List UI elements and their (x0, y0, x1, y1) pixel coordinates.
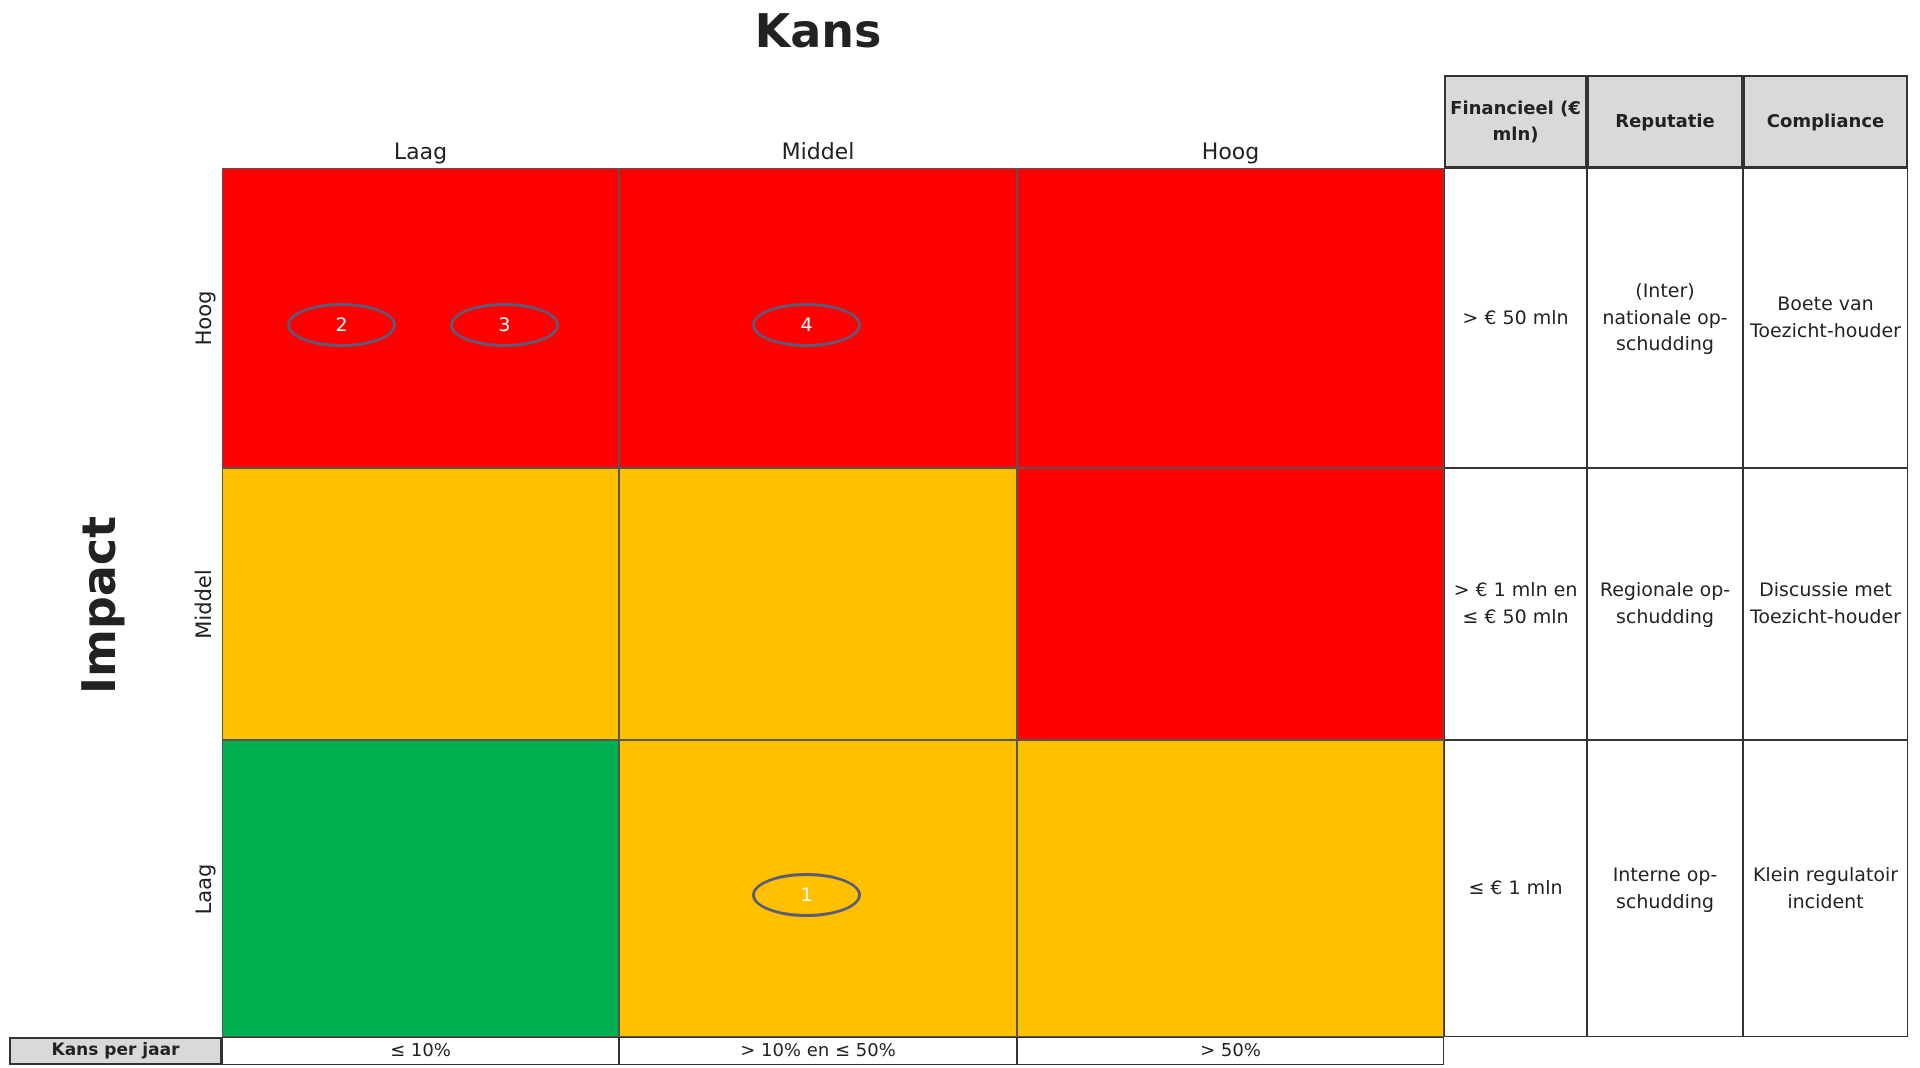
column-label: Middel (781, 140, 855, 165)
table-cell: (Inter) nationale op-schudding (1587, 168, 1743, 468)
table-cell: Interne op-schudding (1587, 740, 1743, 1037)
probability-value: ≤ 10% (222, 1037, 619, 1065)
matrix-cell (1017, 468, 1444, 740)
table-cell: > € 1 mln en ≤ € 50 mln (1444, 468, 1587, 740)
column-label: Hoog (1201, 140, 1260, 165)
table-header: Compliance (1743, 75, 1908, 168)
table-cell: > € 50 mln (1444, 168, 1587, 468)
risk-marker: 1 (752, 873, 862, 918)
matrix-cell (1017, 168, 1444, 468)
row-label: Hoog (192, 290, 216, 346)
y-title: Impact (72, 515, 126, 695)
matrix-cell (222, 468, 619, 740)
table-cell: Discussie met Toezicht-houder (1743, 468, 1908, 740)
row-label: Middel (192, 569, 216, 639)
matrix-cell (1017, 740, 1444, 1037)
table-header: Reputatie (1587, 75, 1743, 168)
row-label: Laag (192, 863, 216, 914)
probability-label: Kans per jaar (9, 1037, 222, 1065)
matrix-cell (619, 468, 1017, 740)
risk-marker: 4 (752, 303, 862, 347)
table-cell: Regionale op-schudding (1587, 468, 1743, 740)
column-label: Laag (393, 140, 448, 165)
risk-marker: 2 (287, 303, 397, 347)
probability-value: > 50% (1017, 1037, 1444, 1065)
table-header: Financieel (€ mln) (1444, 75, 1587, 168)
table-cell: ≤ € 1 mln (1444, 740, 1587, 1037)
title: Kans (754, 4, 882, 58)
table-cell: Klein regulatoir incident (1743, 740, 1908, 1037)
risk-marker: 3 (449, 303, 559, 347)
matrix-cell: 4 (619, 168, 1017, 468)
matrix-cell (222, 740, 619, 1037)
probability-value: > 10% en ≤ 50% (619, 1037, 1017, 1065)
matrix-cell: 1 (619, 740, 1017, 1037)
table-cell: Boete van Toezicht-houder (1743, 168, 1908, 468)
